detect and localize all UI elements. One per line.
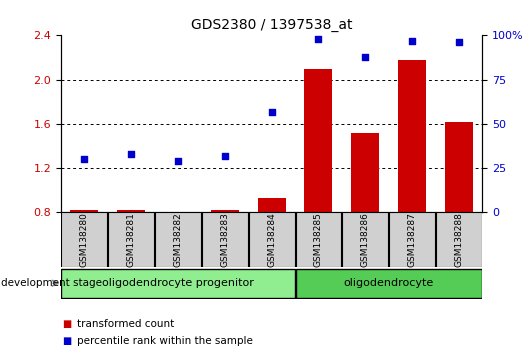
Bar (117, 210, 145, 212)
Bar (61, 212, 107, 267)
Point (361, 54, 369, 59)
Bar (389, 212, 435, 267)
Point (267, 109, 276, 114)
Point (455, 40, 463, 45)
Point (220, 153, 229, 159)
Text: GSM138280: GSM138280 (80, 212, 89, 267)
Bar (398, 60, 426, 212)
Text: GSM138287: GSM138287 (408, 212, 417, 267)
Bar (108, 212, 154, 267)
Text: development stage: development stage (1, 278, 102, 288)
Bar (249, 212, 295, 267)
Text: ■: ■ (63, 336, 72, 346)
Bar (436, 212, 482, 267)
Bar (155, 212, 201, 267)
Bar (211, 210, 239, 212)
Text: GSM138285: GSM138285 (314, 212, 323, 267)
Bar (296, 269, 482, 297)
Text: GSM138281: GSM138281 (127, 212, 136, 267)
Text: oligodendrocyte progenitor: oligodendrocyte progenitor (102, 278, 254, 288)
Text: GSM138283: GSM138283 (220, 212, 229, 267)
Point (408, 38, 417, 44)
Text: percentile rank within the sample: percentile rank within the sample (77, 336, 253, 346)
Title: GDS2380 / 1397538_at: GDS2380 / 1397538_at (191, 18, 352, 32)
Point (127, 151, 136, 157)
Text: GSM138288: GSM138288 (454, 212, 463, 267)
Bar (61, 269, 295, 297)
Bar (202, 212, 248, 267)
Bar (70, 210, 99, 212)
Bar (445, 122, 473, 212)
Point (174, 158, 182, 164)
Point (80, 156, 89, 162)
Bar (296, 212, 341, 267)
Point (314, 36, 323, 42)
Bar (342, 212, 388, 267)
Text: transformed count: transformed count (77, 319, 174, 329)
Text: GSM138286: GSM138286 (361, 212, 370, 267)
Bar (258, 198, 286, 212)
Text: GSM138284: GSM138284 (267, 212, 276, 267)
Text: oligodendrocyte: oligodendrocyte (343, 278, 434, 288)
Text: GSM138282: GSM138282 (173, 212, 182, 267)
Bar (351, 133, 379, 212)
Text: ■: ■ (63, 319, 72, 329)
Bar (304, 69, 332, 212)
